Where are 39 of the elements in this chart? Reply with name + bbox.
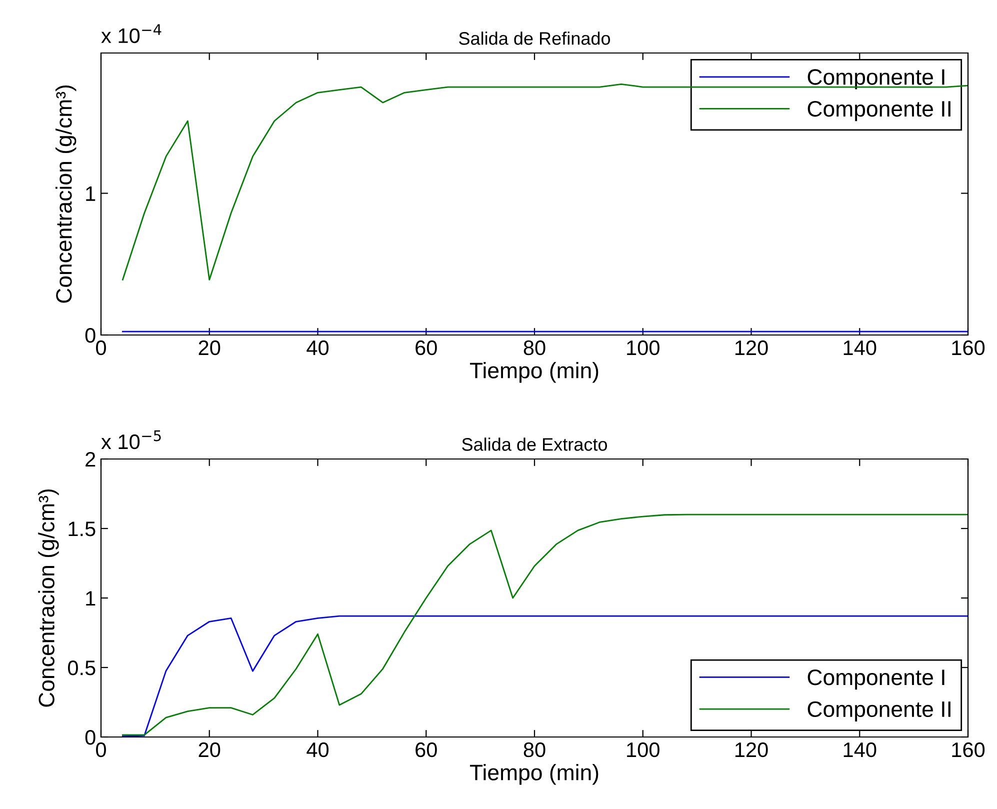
y-tick-label: 2 — [86, 452, 96, 467]
x-tick-label: 80 — [524, 340, 546, 356]
x-tick-label: 140 — [844, 340, 876, 356]
y-tick-label: 1.5 — [68, 522, 96, 536]
x-tick-label: 20 — [198, 742, 220, 758]
x-tick-label: 100 — [627, 340, 660, 356]
x-tick-label: 100 — [627, 742, 660, 758]
y-axis-title: Concentracion (g/cm³) — [38, 489, 59, 707]
x-tick-label: 80 — [524, 742, 546, 758]
y-axis-title: Concentracion (g/cm³) — [56, 85, 76, 303]
y-tick-label: 1 — [86, 186, 96, 201]
x-tick-label: 140 — [844, 742, 876, 758]
legend-label: Componente I — [808, 669, 944, 690]
legend-label: Componente II — [808, 701, 950, 722]
chart-title: Salida de Extracto — [462, 438, 608, 451]
y-tick-label: 1 — [86, 591, 96, 606]
y-tick-label: 0.5 — [68, 660, 96, 676]
text: x 10$^{−5}$ — [101, 430, 161, 450]
x-tick-label: 40 — [306, 340, 329, 356]
x-tick-label: 40 — [306, 742, 329, 758]
x-tick-label: 0 — [96, 742, 106, 758]
legend-label: Componente I — [808, 69, 944, 90]
x-tick-label: 120 — [735, 340, 768, 356]
y-tick-label: 0 — [85, 730, 96, 745]
x-tick-label: 60 — [416, 742, 437, 758]
y-tick-label: 0 — [85, 328, 96, 343]
x-axis-title: Tiempo (min) — [470, 764, 598, 785]
x-axis-title: Tiempo (min) — [470, 362, 598, 383]
line-series — [122, 615, 968, 737]
x-tick-label: 60 — [416, 340, 437, 356]
line-series — [122, 514, 968, 736]
chart-title: Salida de Refinado — [459, 32, 610, 45]
x-tick-label: 160 — [952, 742, 985, 758]
x-tick-label: 0 — [96, 340, 106, 356]
text: x 10$^{−4}$ — [101, 24, 162, 44]
x-tick-label: 120 — [735, 742, 768, 758]
x-tick-label: 20 — [198, 340, 220, 356]
legend-label: Componente II — [808, 100, 950, 122]
x-tick-label: 160 — [952, 340, 985, 356]
